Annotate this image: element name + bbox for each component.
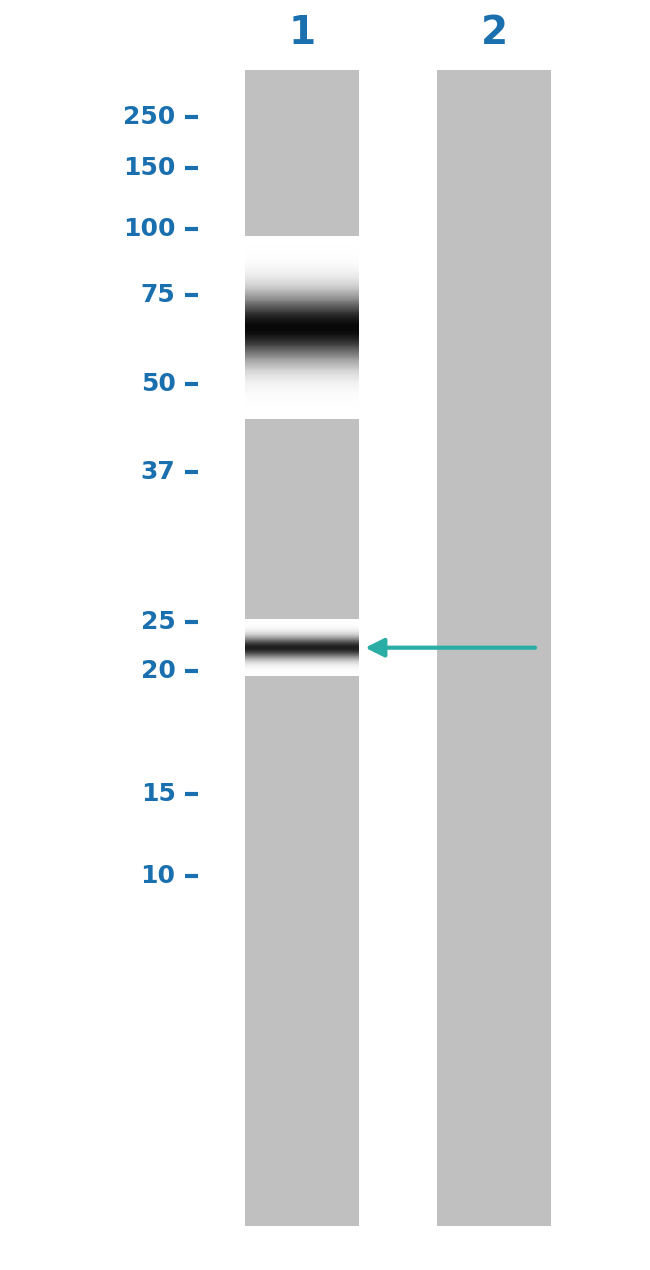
Text: 250: 250 [124, 105, 176, 128]
Text: 20: 20 [140, 659, 176, 682]
Text: 25: 25 [141, 611, 176, 634]
Text: 75: 75 [141, 283, 176, 306]
Bar [437, 70, 551, 1226]
Bar [246, 70, 359, 1226]
Text: 150: 150 [123, 156, 176, 179]
Text: 2: 2 [480, 14, 508, 52]
Text: 10: 10 [140, 865, 176, 888]
Text: 50: 50 [140, 372, 176, 395]
Text: 100: 100 [123, 217, 176, 240]
Text: 15: 15 [140, 782, 176, 805]
Text: 37: 37 [141, 461, 176, 484]
Text: 1: 1 [289, 14, 316, 52]
